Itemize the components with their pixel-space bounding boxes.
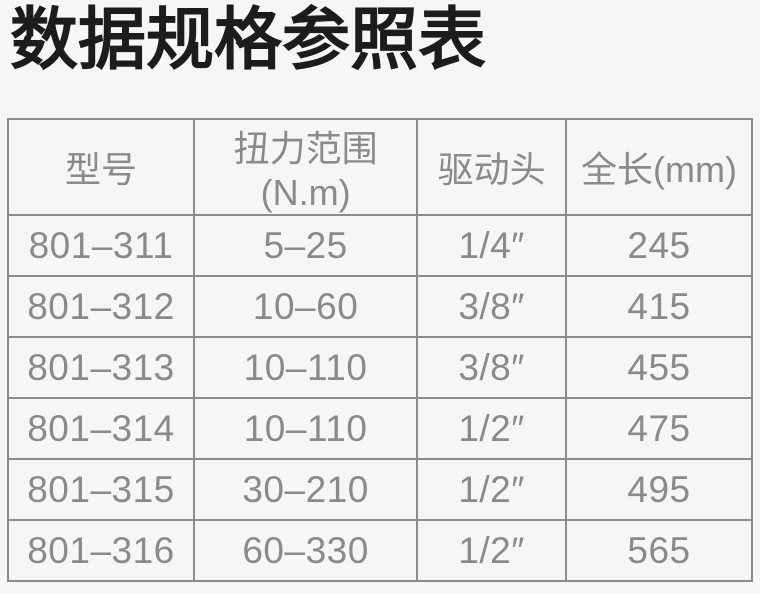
cell-length: 475 bbox=[564, 397, 754, 460]
cell-model: 801–312 bbox=[7, 275, 195, 338]
spec-table-header: 型号 扭力范围(N.m) 驱动头 全长(mm) bbox=[7, 118, 754, 216]
cell-torque-range: 30–210 bbox=[192, 458, 419, 521]
cell-drive-head: 1/4″ bbox=[416, 214, 567, 277]
header-cell-drive-head: 驱动头 bbox=[416, 118, 567, 216]
cell-torque-range: 5–25 bbox=[192, 214, 419, 277]
header-row: 型号 扭力范围(N.m) 驱动头 全长(mm) bbox=[7, 118, 754, 216]
header-cell-torque-range: 扭力范围(N.m) bbox=[192, 118, 419, 216]
spec-table-body: 801–311 5–25 1/4″ 245 801–312 10–60 3/8″… bbox=[7, 214, 754, 582]
cell-torque-range: 10–60 bbox=[192, 275, 419, 338]
cell-length: 455 bbox=[564, 336, 754, 399]
table-row: 801–315 30–210 1/2″ 495 bbox=[7, 458, 754, 521]
cell-length: 495 bbox=[564, 458, 754, 521]
cell-length: 565 bbox=[564, 519, 754, 582]
cell-model: 801–314 bbox=[7, 397, 195, 460]
cell-length: 415 bbox=[564, 275, 754, 338]
header-cell-length: 全长(mm) bbox=[564, 118, 754, 216]
page-title: 数据规格参照表 bbox=[10, 2, 487, 78]
table-row: 801–313 10–110 3/8″ 455 bbox=[7, 336, 754, 399]
table-row: 801–311 5–25 1/4″ 245 bbox=[7, 214, 754, 277]
table-row: 801–314 10–110 1/2″ 475 bbox=[7, 397, 754, 460]
cell-drive-head: 3/8″ bbox=[416, 275, 567, 338]
cell-drive-head: 3/8″ bbox=[416, 336, 567, 399]
cell-model: 801–311 bbox=[7, 214, 195, 277]
cell-torque-range: 10–110 bbox=[192, 336, 419, 399]
table-row: 801–316 60–330 1/2″ 565 bbox=[7, 519, 754, 582]
cell-drive-head: 1/2″ bbox=[416, 397, 567, 460]
cell-model: 801–315 bbox=[7, 458, 195, 521]
table-row: 801–312 10–60 3/8″ 415 bbox=[7, 275, 754, 338]
header-cell-model: 型号 bbox=[7, 118, 195, 216]
spec-table: 型号 扭力范围(N.m) 驱动头 全长(mm) 801–311 5–25 1/4… bbox=[7, 118, 754, 582]
cell-length: 245 bbox=[564, 214, 754, 277]
cell-model: 801–313 bbox=[7, 336, 195, 399]
cell-model: 801–316 bbox=[7, 519, 195, 582]
cell-drive-head: 1/2″ bbox=[416, 458, 567, 521]
cell-torque-range: 10–110 bbox=[192, 397, 419, 460]
cell-torque-range: 60–330 bbox=[192, 519, 419, 582]
cell-drive-head: 1/2″ bbox=[416, 519, 567, 582]
